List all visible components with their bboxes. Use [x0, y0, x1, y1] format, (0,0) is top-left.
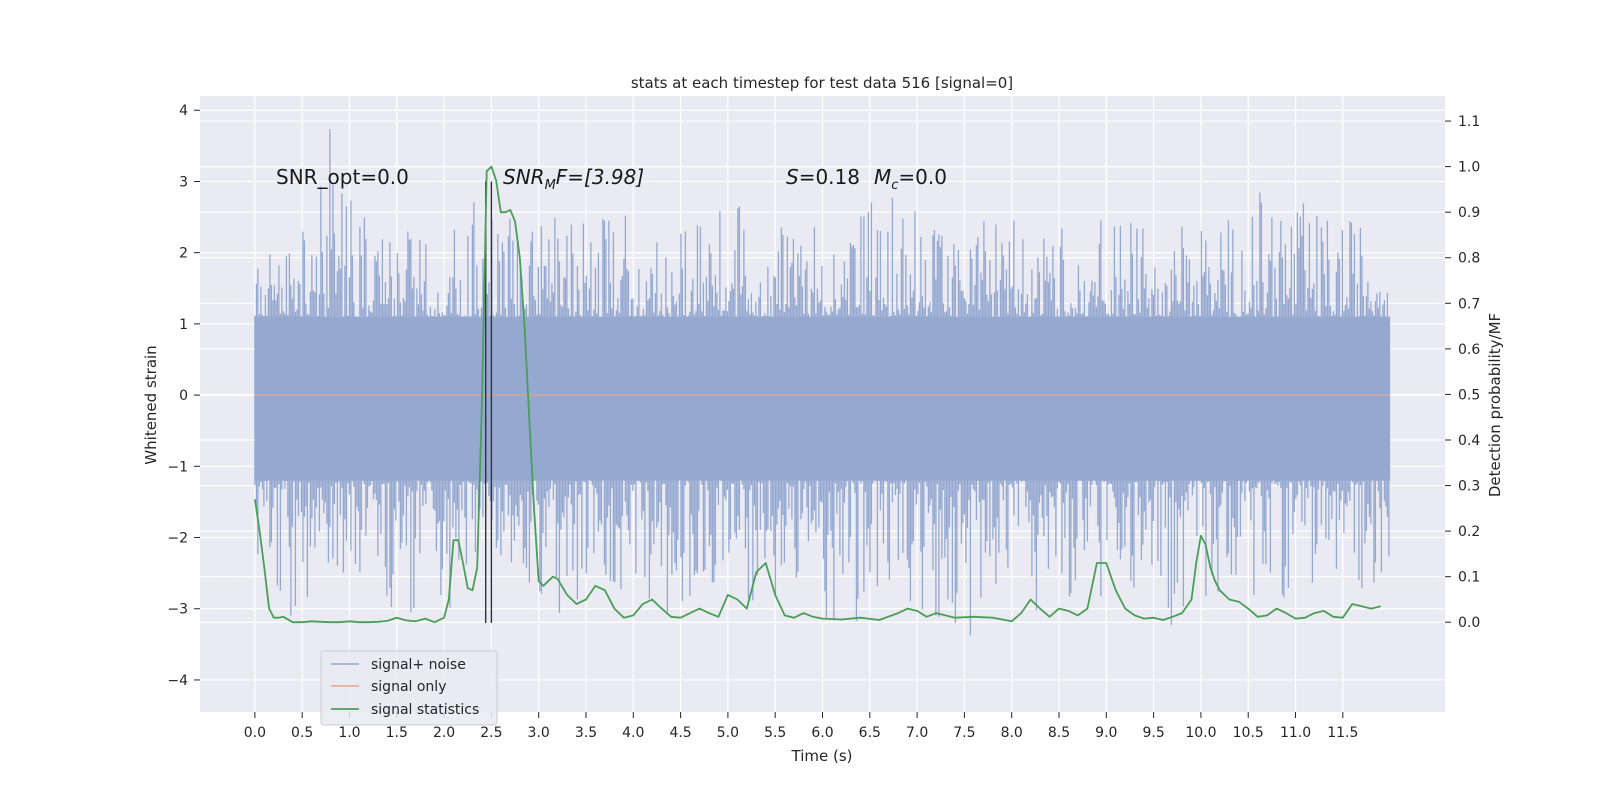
y-tick-label: −3 — [167, 602, 188, 618]
x-tick-label: 8.0 — [1001, 725, 1023, 741]
y-tick-label: 3 — [179, 174, 188, 190]
x-tick-label: 10.0 — [1185, 725, 1216, 741]
x-tick-label: 4.0 — [622, 725, 644, 741]
y2-tick-label: 0.8 — [1458, 251, 1480, 267]
x-tick-label: 8.5 — [1048, 725, 1070, 741]
legend-box — [320, 650, 498, 726]
signal-statistics-series — [254, 165, 1381, 624]
x-tick-label: 7.0 — [906, 725, 928, 741]
y-tick-label: 1 — [179, 317, 188, 333]
y-tick-label: −4 — [167, 673, 188, 689]
y2-tick-label: 0.9 — [1458, 205, 1480, 221]
legend-label-signal-only: signal only — [371, 679, 446, 695]
x-tick-label: 6.5 — [859, 725, 881, 741]
x-tick-label: 5.0 — [717, 725, 739, 741]
y-tick-label: 4 — [179, 103, 188, 119]
x-axis-label: Time (s) — [791, 747, 853, 765]
y2-tick-label: 0.3 — [1458, 479, 1480, 495]
x-tick-label: 4.5 — [669, 725, 691, 741]
x-tick-label: 9.5 — [1142, 725, 1164, 741]
legend: signal+ noise signal only signal statist… — [320, 650, 498, 726]
y2-axis-label: Detection probability/MF — [1486, 313, 1504, 497]
x-tick-label: 11.0 — [1280, 725, 1311, 741]
y-axis-label: Whitened strain — [142, 345, 160, 464]
x-tick-label: 11.5 — [1327, 725, 1358, 741]
mc-subscript: c — [891, 178, 898, 193]
y2-tick-label: 0.2 — [1458, 524, 1480, 540]
x-tick-label: 3.5 — [575, 725, 597, 741]
x-axis-ticks: 0.0 0.5 1.0 1.5 2.0 2.5 3.0 3.5 4.0 4.5 5.0 5.5 6.0 6… — [244, 712, 1358, 741]
annotation-s-mc: S=0.18 Mc=0.0 — [786, 165, 947, 193]
x-tick-label: 1.5 — [386, 725, 408, 741]
legend-label-signal-noise: signal+ noise — [371, 657, 466, 673]
mc-value: =0.0 — [898, 165, 947, 189]
x-tick-label: 0.0 — [244, 725, 266, 741]
y2-tick-label: 0.0 — [1458, 615, 1480, 631]
y2-tick-label: 0.5 — [1458, 387, 1480, 403]
y2-tick-label: 0.1 — [1458, 570, 1480, 586]
legend-label-signal-statistics: signal statistics — [371, 702, 479, 718]
signal-statistics-line — [254, 165, 1381, 624]
y2-tick-label: 0.4 — [1458, 433, 1480, 449]
y-tick-label: 0 — [179, 388, 188, 404]
x-tick-label: 2.5 — [480, 725, 502, 741]
y2-tick-label: 0.6 — [1458, 342, 1480, 358]
y-tick-label: −2 — [167, 531, 188, 547]
mc-symbol: M — [874, 165, 891, 189]
s-symbol: S — [786, 165, 799, 189]
s-value: =0.18 — [799, 165, 860, 189]
chart-title: stats at each timestep for test data 516… — [631, 74, 1013, 92]
snr-mf-symbol: SNR — [503, 165, 545, 189]
snr-mf-value: F=[3.98] — [556, 165, 644, 189]
x-tick-label: 6.0 — [811, 725, 833, 741]
y2-tick-label: 1.1 — [1458, 114, 1480, 130]
snr-mf-subscript: M — [545, 178, 556, 193]
y-tick-label: 2 — [179, 246, 188, 262]
x-tick-label: 5.5 — [764, 725, 786, 741]
left-axis-ticks: 4 3 2 1 0 −1 −2 −3 −4 — [167, 103, 200, 689]
annotation-snr-mf: SNRMF=[3.98] — [503, 165, 644, 193]
x-tick-label: 10.5 — [1233, 725, 1264, 741]
x-tick-label: 9.0 — [1095, 725, 1117, 741]
x-tick-label: 7.5 — [953, 725, 975, 741]
signal-noise-series — [254, 129, 1391, 636]
y2-tick-label: 0.7 — [1458, 296, 1480, 312]
y-tick-label: −1 — [167, 459, 188, 475]
x-tick-label: 0.5 — [291, 725, 313, 741]
x-tick-label: 3.0 — [528, 725, 550, 741]
right-axis-ticks: 1.1 1.0 0.9 0.8 0.7 0.6 0.5 0.4 0.3 0.2 0.1 0.0 — [1445, 114, 1480, 631]
x-tick-label: 2.0 — [433, 725, 455, 741]
annotation-snr-opt: SNR_opt=0.0 — [276, 165, 409, 189]
x-tick-label: 1.0 — [338, 725, 360, 741]
y2-tick-label: 1.0 — [1458, 160, 1480, 176]
